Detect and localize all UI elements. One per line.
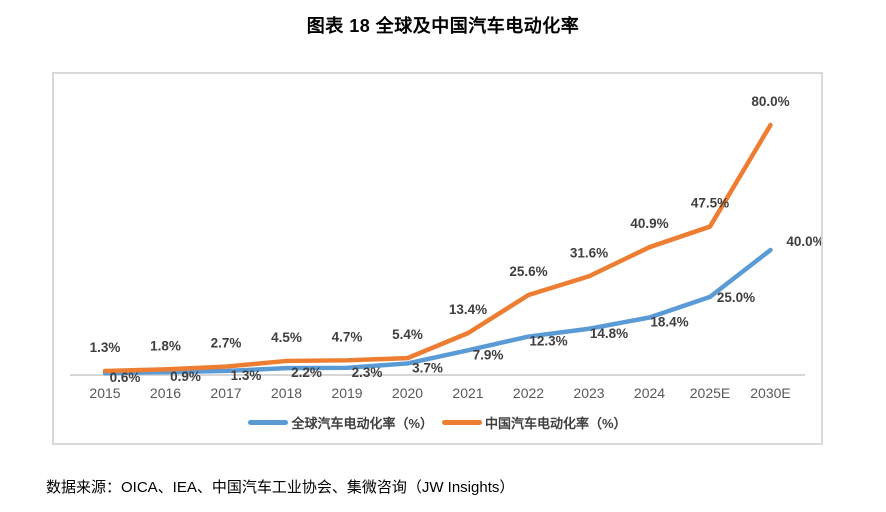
data-label: 2.3% xyxy=(352,365,383,380)
data-label: 25.6% xyxy=(509,264,547,279)
series-line-1 xyxy=(102,122,773,374)
x-axis-label: 2020 xyxy=(392,385,423,401)
x-axis-label: 2023 xyxy=(573,385,604,401)
data-label: 1.3% xyxy=(231,368,262,383)
data-label: 7.9% xyxy=(473,347,504,362)
chart-legend: 全球汽车电动化率（%） 中国汽车电动化率（%） xyxy=(54,413,821,432)
data-label: 13.4% xyxy=(449,302,487,317)
data-label: 40.9% xyxy=(630,216,668,231)
data-label: 1.8% xyxy=(150,338,181,353)
data-source-note: 数据来源：OICA、IEA、中国汽车工业协会、集微咨询（JW Insights） xyxy=(46,479,515,496)
data-label: 0.6% xyxy=(110,370,141,385)
data-label: 2.2% xyxy=(291,365,322,380)
chart-area: 2015 2016 2017 2018 2019 2020 2021 2022 2023 2024… xyxy=(52,72,823,445)
x-axis-label: 2018 xyxy=(271,385,302,401)
x-axis-label: 2017 xyxy=(210,385,241,401)
legend-label-china: 中国汽车电动化率（%） xyxy=(485,416,627,431)
data-label: 14.8% xyxy=(590,326,628,341)
data-label: 80.0% xyxy=(751,94,789,109)
data-label: 31.6% xyxy=(570,245,608,260)
data-label: 4.7% xyxy=(332,329,363,344)
data-label: 18.4% xyxy=(650,315,688,330)
x-axis-label: 2021 xyxy=(452,385,483,401)
data-label: 3.7% xyxy=(412,360,443,375)
legend-line-swatch-global xyxy=(248,420,289,425)
x-axis-label: 2030E xyxy=(750,385,790,401)
data-label: 0.9% xyxy=(170,369,201,384)
x-axis-label: 2016 xyxy=(150,385,181,401)
legend-label-global: 全球汽车电动化率（%） xyxy=(291,416,433,431)
x-axis-label: 2025E xyxy=(690,385,730,401)
legend-item-china: 中国汽车电动化率（%） xyxy=(442,413,627,432)
data-label: 1.3% xyxy=(90,340,121,355)
data-label: 47.5% xyxy=(691,196,729,211)
data-label: 12.3% xyxy=(529,334,567,349)
x-axis-label: 2024 xyxy=(634,385,665,401)
x-axis-label: 2019 xyxy=(331,385,362,401)
legend-item-global: 全球汽车电动化率（%） xyxy=(248,413,433,432)
line-chart: 2015 2016 2017 2018 2019 2020 2021 2022 2023 2024… xyxy=(70,94,821,401)
legend-line-swatch-china xyxy=(442,420,482,425)
x-axis-label: 2022 xyxy=(513,385,544,401)
data-label: 2.7% xyxy=(211,336,242,351)
data-label: 40.0% xyxy=(786,234,821,249)
data-label: 5.4% xyxy=(392,327,423,342)
series-line-0 xyxy=(102,247,773,376)
chart-title: 图表 18 全球及中国汽车电动化率 xyxy=(306,16,580,36)
data-label: 25.0% xyxy=(717,290,755,305)
x-axis-label: 2015 xyxy=(89,385,120,401)
data-label: 4.5% xyxy=(271,330,302,345)
